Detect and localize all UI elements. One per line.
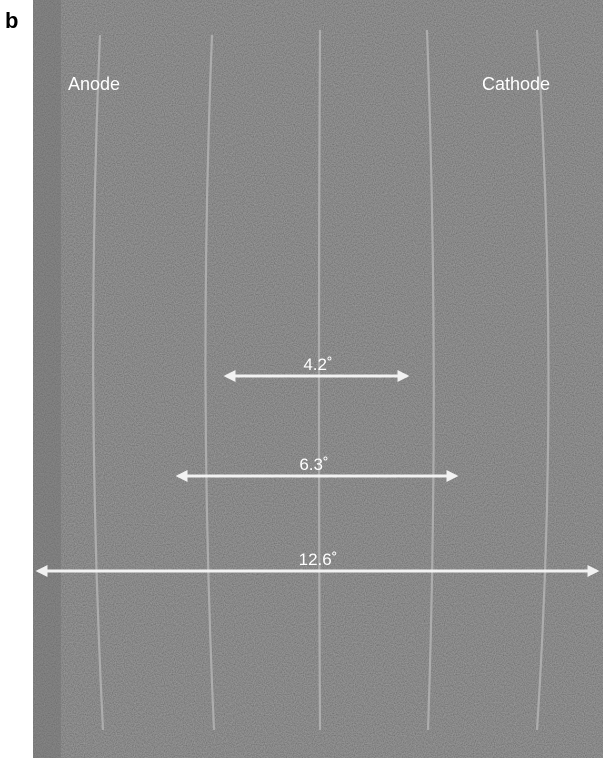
panel-label: b: [5, 8, 18, 33]
angle-label: 6.3˚: [299, 455, 328, 474]
page: {"panel_label": "b", "labels": {"anode":…: [0, 0, 603, 758]
cathode-label: Cathode: [482, 74, 550, 94]
angle-label: 12.6˚: [299, 550, 338, 569]
anode-label: Anode: [68, 74, 120, 94]
figure: b Anode Cathode 4.2˚ 6.3˚ 12.6˚: [0, 0, 603, 758]
angle-label: 4.2˚: [303, 355, 332, 374]
